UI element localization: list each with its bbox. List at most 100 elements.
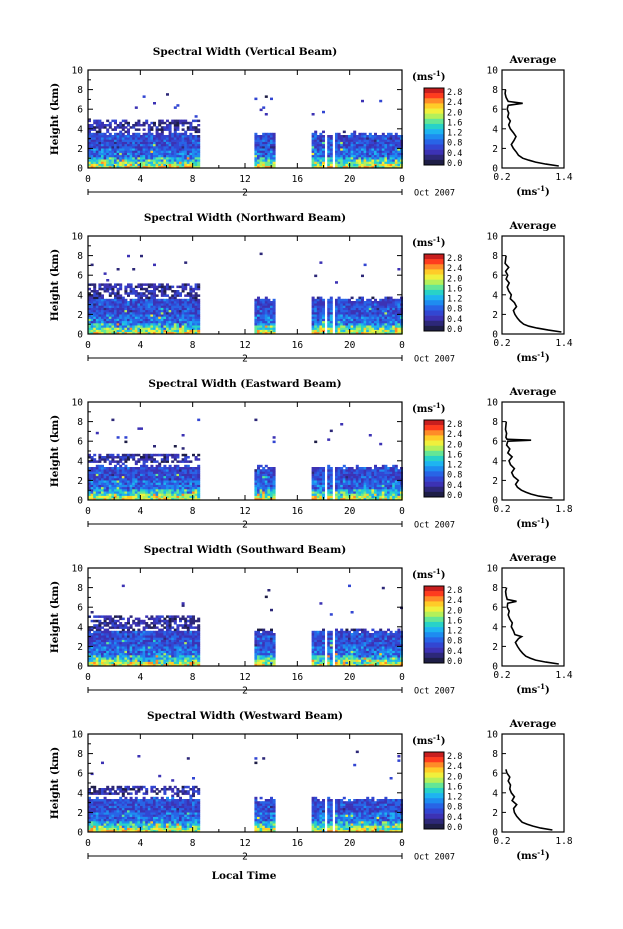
colorbar-swatch xyxy=(424,295,444,301)
heatmap-cell xyxy=(389,331,393,335)
heatmap-cell xyxy=(337,139,341,142)
heatmap-cell xyxy=(88,646,91,649)
heatmap-cell xyxy=(259,473,263,477)
heatmap-cell xyxy=(101,644,104,647)
heatmap-cell xyxy=(101,637,104,640)
heatmap-cell xyxy=(103,290,107,293)
heatmap-cell xyxy=(397,320,401,324)
heatmap-cell xyxy=(106,320,110,324)
heatmap-cell xyxy=(197,143,201,147)
heatmap-cell xyxy=(181,128,185,131)
heatmap-cell xyxy=(101,154,104,158)
heatmap-cell xyxy=(197,119,201,123)
heatmap-cell xyxy=(93,663,97,667)
heatmap-cell xyxy=(108,307,112,311)
heatmap-cell xyxy=(95,663,99,667)
heatmap-cell xyxy=(368,132,372,136)
heatmap-cell xyxy=(394,141,398,145)
heatmap-cell xyxy=(264,486,268,490)
heatmap-cell xyxy=(345,329,349,333)
heatmap-cell xyxy=(311,165,315,169)
heatmap-cell xyxy=(319,309,323,313)
y-tick-label: 2 xyxy=(77,144,83,155)
heatmap-cell xyxy=(387,327,390,330)
heatmap-cell xyxy=(95,661,99,665)
avg-y-tick-label: 4 xyxy=(492,456,498,467)
heatmap-cell xyxy=(194,292,198,295)
heatmap-cell xyxy=(132,135,136,138)
heatmap-cell xyxy=(158,329,162,333)
heatmap-cell xyxy=(361,141,364,145)
x-tick-label: 0 xyxy=(399,340,405,351)
heatmap-cell xyxy=(160,323,164,326)
heatmap-cell xyxy=(111,325,115,328)
colorbar-swatch xyxy=(424,310,444,316)
heatmap-cell xyxy=(101,635,104,638)
heatmap-cell xyxy=(98,491,102,494)
heatmap-cell xyxy=(319,469,323,472)
heatmap-cell xyxy=(106,661,110,665)
heatmap-cell xyxy=(366,298,370,302)
heatmap-cell xyxy=(397,154,401,158)
heatmap-cell xyxy=(384,318,388,322)
heatmap-cell xyxy=(88,626,91,629)
heatmap-cell xyxy=(389,141,393,145)
heatmap-cell xyxy=(189,132,193,136)
heatmap-cell xyxy=(90,327,94,330)
heatmap-cell xyxy=(264,163,268,167)
heatmap-cell xyxy=(189,484,193,488)
heatmap-cell xyxy=(90,296,94,300)
heatmap-cell xyxy=(358,159,362,162)
heatmap-cell xyxy=(116,475,120,479)
heatmap-cell xyxy=(337,473,341,477)
heatmap-cell xyxy=(114,150,117,153)
heatmap-cell xyxy=(153,285,156,289)
heatmap-cell xyxy=(153,486,156,490)
heatmap-cell xyxy=(121,157,125,160)
heatmap-cell xyxy=(103,650,107,654)
heatmap-cell xyxy=(160,320,164,324)
heatmap-cell xyxy=(381,482,385,485)
heatmap-cell xyxy=(166,161,169,164)
heatmap-cell xyxy=(379,486,383,490)
heatmap-cell xyxy=(155,473,159,477)
heatmap-cell xyxy=(114,316,117,319)
heatmap-cell xyxy=(179,148,182,151)
heatmap-cell xyxy=(90,471,94,474)
heatmap-cell xyxy=(145,146,149,149)
heatmap-cell xyxy=(345,135,349,138)
heatmap-cell xyxy=(90,154,94,158)
heatmap-cell xyxy=(194,135,198,138)
heatmap-cell xyxy=(160,318,164,322)
heatmap-cell xyxy=(108,298,112,302)
heatmap-cell xyxy=(160,146,164,149)
heatmap-cell xyxy=(176,331,180,335)
heatmap-cell xyxy=(342,305,346,308)
heatmap-cell xyxy=(371,331,375,335)
heatmap-cell xyxy=(316,163,320,167)
heatmap-cell xyxy=(319,135,323,138)
heatmap-cell xyxy=(186,143,190,147)
heatmap-cell xyxy=(350,486,354,490)
heatmap-cell xyxy=(176,290,180,293)
heatmap-cell xyxy=(329,305,333,308)
heatmap-cell xyxy=(192,471,195,474)
heatmap-cell xyxy=(176,163,180,167)
heatmap-cell xyxy=(384,325,388,328)
heatmap-cell xyxy=(103,471,107,474)
heatmap-cell xyxy=(93,469,97,472)
heatmap-cell xyxy=(98,298,102,302)
colorbar-tick-label: 0.0 xyxy=(447,159,462,169)
heatmap-cell xyxy=(153,294,156,297)
heatmap-cell xyxy=(171,157,175,160)
heatmap-cell xyxy=(101,630,104,634)
heatmap-cell xyxy=(337,141,341,145)
heatmap-cell xyxy=(163,486,167,490)
heatmap-cell xyxy=(342,141,346,145)
heatmap-cell xyxy=(353,161,357,164)
heatmap-cell xyxy=(137,453,141,457)
heatmap-cell xyxy=(116,467,120,470)
heatmap-cell xyxy=(108,320,112,324)
heatmap-cell xyxy=(197,495,201,499)
heatmap-cell xyxy=(103,165,107,169)
